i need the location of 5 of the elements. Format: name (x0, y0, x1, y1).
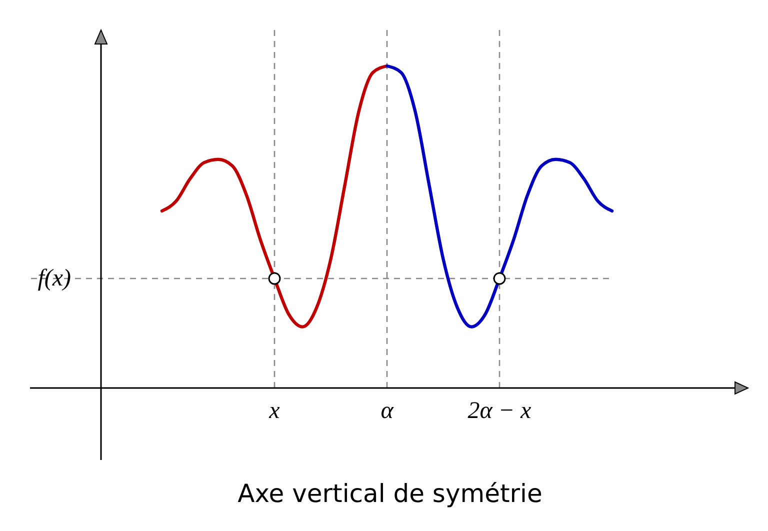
x-tick-label: α (380, 398, 394, 424)
text: Axe vertical de symétrie (238, 479, 542, 508)
ref-line-label: f(x) (38, 266, 71, 292)
x-tick-label: x (268, 398, 280, 424)
x-tick-label: 2α − x (468, 398, 532, 424)
